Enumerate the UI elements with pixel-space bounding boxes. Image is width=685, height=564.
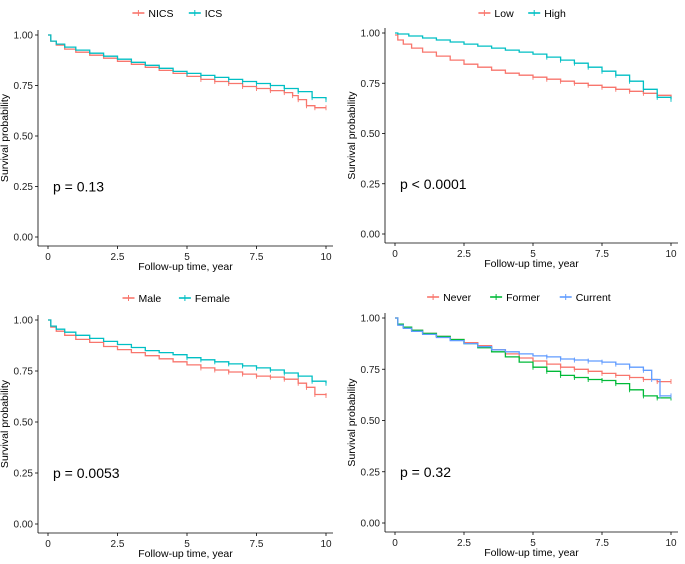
y-tick-label: 1.00 — [14, 316, 34, 327]
x-tick-label: 7.5 — [250, 539, 264, 550]
km-curve-female — [48, 319, 327, 384]
y-tick-label: 0.50 — [361, 416, 381, 427]
y-tick-label: 1.00 — [361, 29, 381, 40]
km-curve-ics — [48, 34, 327, 100]
y-axis-label: Survival probability — [346, 378, 358, 467]
y-tick-label: 0.50 — [361, 129, 381, 140]
legend-label-high: High — [544, 8, 566, 20]
panel-2: 0.00 0.25 0.50 0.75 1.00 0 2.5 5 7.5 10 Follow-up … — [346, 8, 678, 270]
x-tick-label: 2.5 — [111, 252, 125, 263]
x-tick-label: 7.5 — [595, 249, 609, 260]
x-tick-label: 0 — [45, 539, 51, 550]
p-value-annotation: p = 0.32 — [400, 464, 451, 480]
p-value-annotation: p = 0.0053 — [53, 465, 120, 481]
panel-3: 0.00 0.25 0.50 0.75 1.00 0 2.5 5 7.5 10 Follow-up … — [0, 293, 333, 560]
legend-label-ics: ICS — [205, 8, 223, 20]
x-tick-label: 7.5 — [250, 252, 264, 263]
x-axis-label: Follow-up time, year — [484, 547, 579, 559]
x-tick-label: 0 — [392, 249, 398, 260]
legend-label-nics: NICS — [148, 8, 173, 20]
y-tick-label: 0.00 — [361, 230, 381, 241]
x-tick-label: 0 — [392, 538, 398, 549]
legend-label-current: Current — [576, 292, 611, 304]
x-tick-label: 10 — [665, 538, 677, 549]
p-value-annotation: p < 0.0001 — [400, 176, 467, 192]
y-tick-label: 0.00 — [14, 233, 34, 244]
x-axis-label: Follow-up time, year — [484, 258, 579, 270]
x-tick-label: 7.5 — [595, 538, 609, 549]
y-tick-label: 0.75 — [14, 367, 34, 378]
p-value-annotation: p = 0.13 — [53, 179, 104, 195]
y-tick-label: 0.25 — [361, 179, 381, 190]
x-tick-label: 10 — [320, 252, 332, 263]
y-axis-label: Survival probability — [346, 91, 358, 180]
y-tick-label: 0.25 — [361, 467, 381, 478]
x-tick-label: 10 — [320, 539, 332, 550]
x-tick-label: 5 — [530, 249, 536, 260]
y-tick-label: 0.75 — [14, 81, 34, 92]
km-curve-never — [395, 317, 671, 383]
x-tick-label: 2.5 — [457, 538, 471, 549]
y-tick-label: 0.00 — [361, 519, 381, 530]
km-curve-low — [395, 34, 672, 98]
y-tick-label: 0.50 — [14, 132, 34, 143]
x-tick-label: 5 — [184, 252, 190, 263]
legend-label-female: Female — [195, 293, 230, 305]
x-tick-label: 2.5 — [111, 539, 125, 550]
panel-1: 0.00 0.25 0.50 0.75 1.00 0 2.5 5 7.5 10 Follow-up … — [0, 8, 333, 273]
y-tick-label: 0.25 — [14, 469, 34, 480]
y-axis-label: Survival probability — [0, 93, 11, 182]
y-axis-label: Survival probability — [0, 379, 11, 468]
x-tick-label: 10 — [665, 249, 677, 260]
x-tick-label: 5 — [184, 539, 190, 550]
y-tick-label: 0.50 — [14, 418, 34, 429]
x-axis-label: Follow-up time, year — [138, 548, 233, 559]
x-tick-label: 5 — [530, 538, 536, 549]
y-tick-label: 0.00 — [14, 520, 34, 531]
x-tick-label: 0 — [45, 252, 51, 263]
x-axis-label: Follow-up time, year — [138, 261, 233, 273]
legend-label-former: Former — [506, 292, 540, 304]
legend-label-low: Low — [494, 8, 514, 20]
y-tick-label: 0.25 — [14, 182, 34, 193]
y-tick-label: 1.00 — [14, 31, 34, 42]
legend-label-male: Male — [139, 293, 162, 305]
panel-4: 0.00 0.25 0.50 0.75 1.00 0 2.5 5 7.5 10 Follow-up … — [346, 292, 678, 559]
x-tick-label: 2.5 — [457, 249, 471, 260]
y-tick-label: 0.75 — [361, 365, 381, 376]
y-tick-label: 1.00 — [361, 314, 381, 325]
km-curve-male — [48, 319, 327, 396]
y-tick-label: 0.75 — [361, 79, 381, 90]
km-curve-high — [395, 32, 672, 100]
legend-label-never: Never — [443, 292, 472, 304]
